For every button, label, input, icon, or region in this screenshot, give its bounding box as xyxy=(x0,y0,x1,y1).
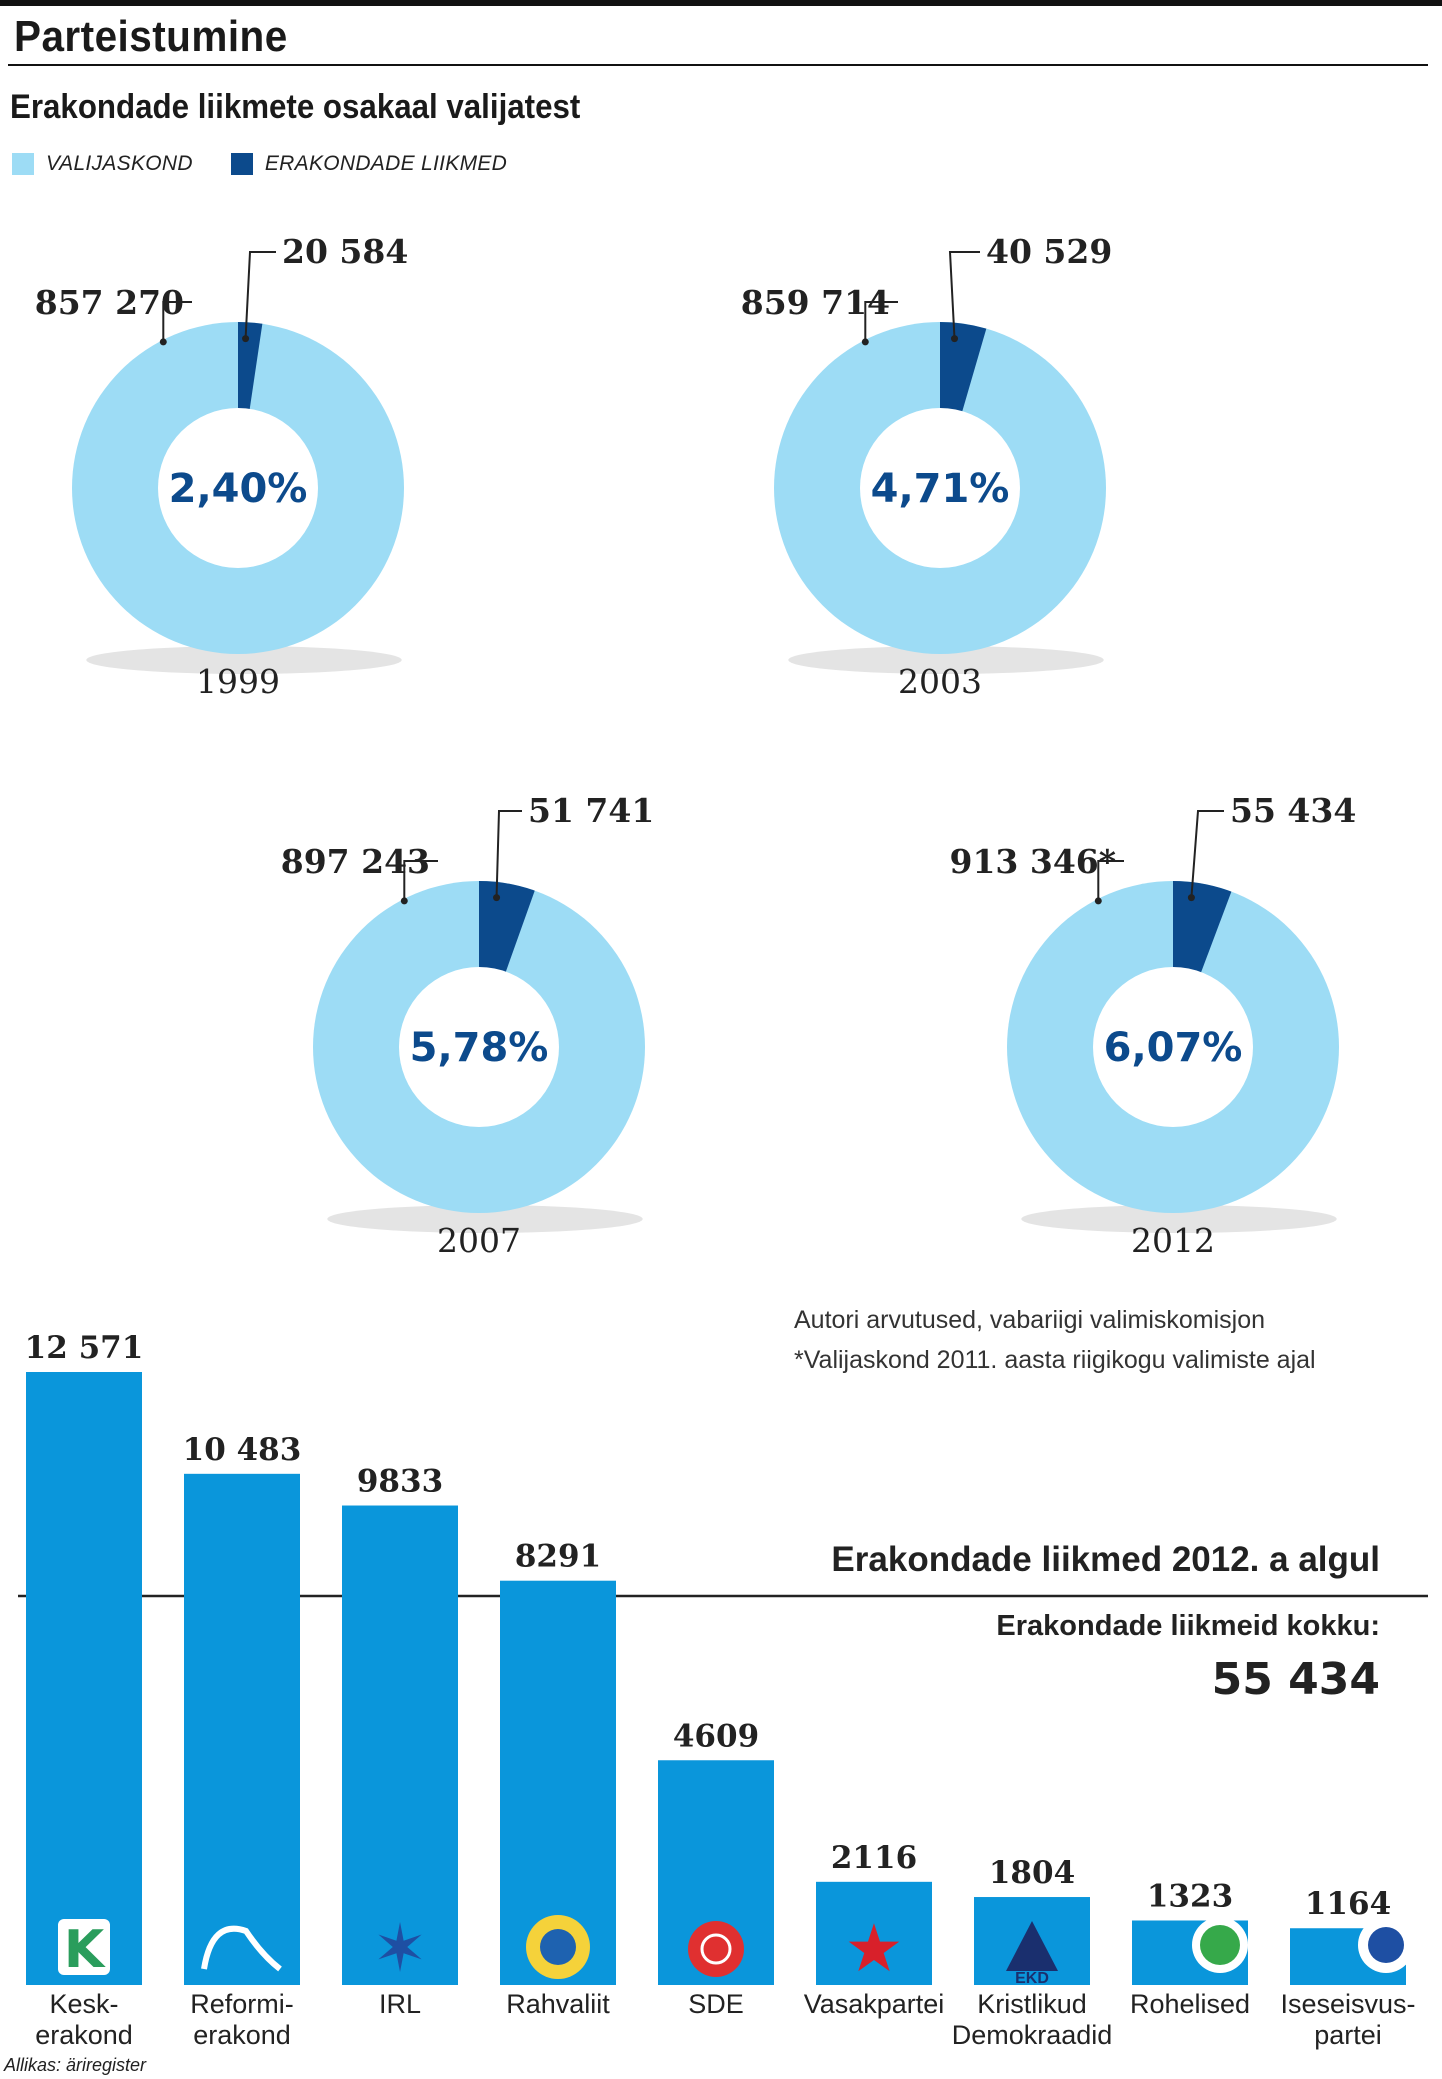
callout-line-members xyxy=(1190,810,1224,898)
donut-year-label: 2007 xyxy=(437,1221,521,1260)
bar-category-label: Vasakpartei xyxy=(804,1989,945,2019)
donut-center-percent: 6,07% xyxy=(1104,1025,1243,1071)
source-credit: Allikas: äriregister xyxy=(4,2055,147,2075)
donut-shadow xyxy=(1021,1205,1337,1233)
donut-center-percent: 5,78% xyxy=(410,1025,549,1071)
bar-category-label: erakond xyxy=(193,2020,291,2050)
donut-chart-2003: 4,71% 40 529 859 714 2003 xyxy=(741,232,1113,701)
donut-label-members: 51 741 xyxy=(528,791,654,830)
reform-squirrel-icon xyxy=(201,1925,282,1972)
donut-shadow xyxy=(86,646,402,674)
callout-line-electorate xyxy=(1097,860,1124,901)
ekd-mountain-icon: EKD xyxy=(1006,1921,1058,1987)
legend-label-members: ERAKONDADE LIIKMED xyxy=(264,152,508,175)
donut-chart-2007: 5,78% 51 741 897 243 2007 xyxy=(281,791,655,1260)
donut-year-label: 1999 xyxy=(196,662,280,701)
donut-label-electorate: 913 346* xyxy=(949,842,1116,881)
bar-category-label: Iseseisvus- xyxy=(1280,1989,1415,2019)
bar-value-label: 8291 xyxy=(515,1539,601,1575)
title-rule xyxy=(8,64,1428,66)
donut-hole xyxy=(399,967,559,1127)
donut-center-percent: 4,71% xyxy=(871,466,1010,512)
callout-line-electorate xyxy=(864,301,898,342)
irl-star-icon: ✶ xyxy=(372,1910,427,1987)
donut-label-electorate: 897 243 xyxy=(281,842,430,881)
bar xyxy=(342,1505,458,1985)
top-rule xyxy=(0,0,1442,6)
legend-item-members: ERAKONDADE LIIKMED xyxy=(230,152,508,176)
legend: VALIJASKOND ERAKONDADE LIIKMED xyxy=(12,152,507,176)
bar xyxy=(184,1473,300,1985)
donut-chart-2012: 6,07% 55 434 913 346* 2012 xyxy=(949,791,1356,1260)
donut-label-members: 55 434 xyxy=(1230,791,1356,830)
bar-category-label: Kesk- xyxy=(49,1989,118,2019)
donut-hole xyxy=(1093,967,1253,1127)
bar xyxy=(816,1881,932,1985)
legend-swatch-members xyxy=(230,153,253,175)
bar-value-label: 10 483 xyxy=(183,1432,302,1468)
bar-value-label: 12 571 xyxy=(25,1330,144,1366)
vasakpartei-star-icon: ★ xyxy=(844,1910,903,1987)
bar-category-label: Demokraadid xyxy=(952,2020,1113,2050)
bar-category-label: partei xyxy=(1314,2020,1382,2050)
bar-value-label: 2116 xyxy=(831,1840,917,1876)
donut-shadow xyxy=(327,1205,643,1233)
bar-category-label: Kristlikud xyxy=(977,1989,1087,2019)
chart-subtitle: Erakondade liikmete osakaal valijatest xyxy=(10,88,581,126)
total-members-value: 55 434 xyxy=(1211,1654,1380,1705)
notes: Autori arvutused, vabariigi valimiskomis… xyxy=(794,1300,1434,1380)
bar-value-label: 4609 xyxy=(673,1718,759,1754)
legend-swatch-electorate xyxy=(12,153,34,175)
note-source-line: Autori arvutused, vabariigi valimiskomis… xyxy=(794,1306,1266,1334)
page-title: Parteistumine xyxy=(14,12,288,61)
bar-chart-title: Erakondade liikmed 2012. a algul xyxy=(831,1540,1380,1579)
bar-chart: 12 571 K Kesk-erakond 10 483 Reformi-erakond… xyxy=(18,1330,1428,2050)
svg-text:★: ★ xyxy=(844,1910,903,1987)
bar-value-label: 1323 xyxy=(1147,1878,1233,1914)
note-footnote-line: *Valijaskond 2011. aasta riigikogu valim… xyxy=(794,1346,1316,1374)
donut-center-percent: 2,40% xyxy=(169,466,308,512)
sde-rose-icon xyxy=(688,1921,744,1977)
donut-shadow xyxy=(788,646,1104,674)
bar-category-label: SDE xyxy=(688,1989,744,2019)
svg-text:K: K xyxy=(64,1920,106,1980)
iseseisvus-emblem-icon xyxy=(1358,1917,1414,1973)
bar-category-label: erakond xyxy=(35,2020,133,2050)
bar-category-label: IRL xyxy=(379,1989,421,2019)
bar-category-label: Rohelised xyxy=(1130,1989,1250,2019)
donut-year-label: 2003 xyxy=(898,662,982,701)
callout-line-electorate xyxy=(162,301,192,342)
donut-label-electorate: 857 270 xyxy=(35,283,184,322)
callout-line-members xyxy=(495,810,522,898)
bar-category-label: Reformi- xyxy=(190,1989,294,2019)
donut-hole xyxy=(860,408,1020,568)
donut-label-members: 40 529 xyxy=(986,232,1112,271)
donut-hole xyxy=(158,408,318,568)
callout-line-members xyxy=(948,251,980,339)
kesk-logo-icon: K xyxy=(58,1919,110,1980)
total-members-label: Erakondade liikmeid kokku: xyxy=(996,1610,1380,1642)
bar-value-label: 1164 xyxy=(1305,1886,1391,1922)
bar-category-label: Rahvaliit xyxy=(506,1989,610,2019)
legend-label-electorate: VALIJASKOND xyxy=(46,152,193,175)
bar-value-label: 1804 xyxy=(989,1855,1075,1891)
donut-chart-1999: 2,40% 20 584 857 270 1999 xyxy=(35,232,409,701)
bar-value-label: 9833 xyxy=(357,1464,443,1500)
legend-item-electorate: VALIJASKOND xyxy=(12,152,193,176)
rohelised-circle-icon xyxy=(1192,1917,1248,1973)
rahvaliit-sun-icon xyxy=(526,1915,590,1979)
callout-line-members xyxy=(244,251,276,339)
donut-label-members: 20 584 xyxy=(282,232,408,271)
bar xyxy=(26,1372,142,1985)
donut-year-label: 2012 xyxy=(1131,1221,1215,1260)
svg-text:✶: ✶ xyxy=(372,1910,427,1987)
callout-line-electorate xyxy=(403,860,438,901)
svg-text:EKD: EKD xyxy=(1015,1970,1049,1987)
donut-label-electorate: 859 714 xyxy=(741,283,890,322)
